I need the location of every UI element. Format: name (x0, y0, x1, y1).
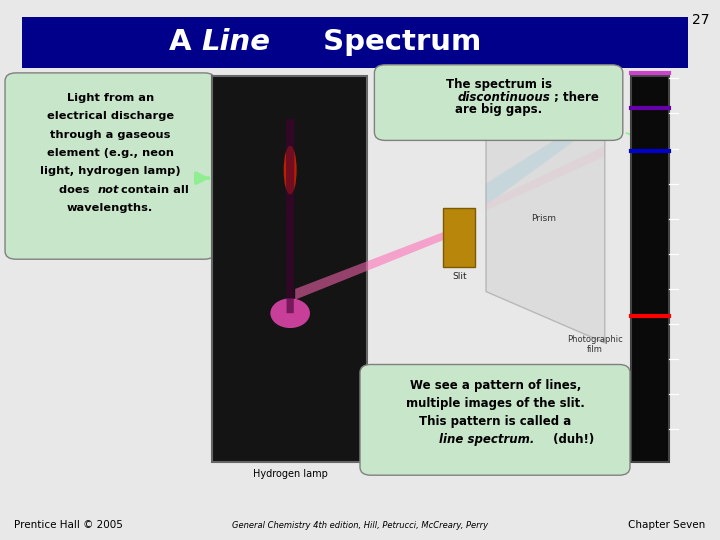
Polygon shape (295, 232, 443, 300)
Text: discontinuous: discontinuous (458, 91, 551, 104)
Text: are big gaps.: are big gaps. (455, 103, 543, 116)
Text: General Chemistry 4th edition, Hill, Petrucci, McCreary, Perry: General Chemistry 4th edition, Hill, Pet… (232, 521, 488, 530)
Ellipse shape (271, 298, 310, 328)
Text: multiple images of the slit.: multiple images of the slit. (406, 397, 585, 410)
FancyBboxPatch shape (374, 65, 623, 140)
Polygon shape (486, 84, 605, 343)
Polygon shape (486, 146, 605, 211)
Text: A: A (169, 28, 202, 56)
FancyBboxPatch shape (22, 17, 688, 68)
Text: We see a pattern of lines,: We see a pattern of lines, (410, 379, 581, 392)
FancyBboxPatch shape (5, 73, 215, 259)
Text: Hydrogen lamp: Hydrogen lamp (253, 469, 328, 479)
Text: 27: 27 (692, 14, 709, 28)
Text: Photographic
film: Photographic film (567, 335, 623, 354)
Text: Prism: Prism (531, 214, 556, 223)
FancyBboxPatch shape (631, 76, 669, 462)
Text: ; there: ; there (554, 91, 599, 104)
Text: (duh!): (duh!) (549, 433, 594, 446)
Text: element (e.g., neon: element (e.g., neon (47, 148, 174, 158)
FancyBboxPatch shape (212, 76, 367, 462)
Text: This pattern is called a: This pattern is called a (419, 415, 572, 428)
Text: line spectrum.: line spectrum. (439, 433, 534, 446)
Text: Spectrum: Spectrum (313, 28, 482, 56)
Text: wavelengths.: wavelengths. (67, 203, 153, 213)
Text: light, hydrogen lamp): light, hydrogen lamp) (40, 166, 181, 177)
Polygon shape (486, 108, 605, 205)
Text: does: does (59, 185, 94, 195)
Text: The spectrum is: The spectrum is (446, 78, 552, 91)
Text: contain all: contain all (117, 185, 189, 195)
Text: electrical discharge: electrical discharge (47, 111, 174, 122)
Text: through a gaseous: through a gaseous (50, 130, 171, 140)
Ellipse shape (284, 146, 297, 194)
Polygon shape (286, 119, 294, 313)
Text: not: not (98, 185, 120, 195)
Text: Slit: Slit (452, 272, 467, 281)
Text: Prentice Hall © 2005: Prentice Hall © 2005 (14, 520, 123, 530)
Text: Line: Line (202, 28, 271, 56)
Text: Light from an: Light from an (66, 93, 154, 103)
FancyBboxPatch shape (443, 208, 475, 267)
Text: Chapter Seven: Chapter Seven (629, 520, 706, 530)
FancyBboxPatch shape (360, 364, 630, 475)
